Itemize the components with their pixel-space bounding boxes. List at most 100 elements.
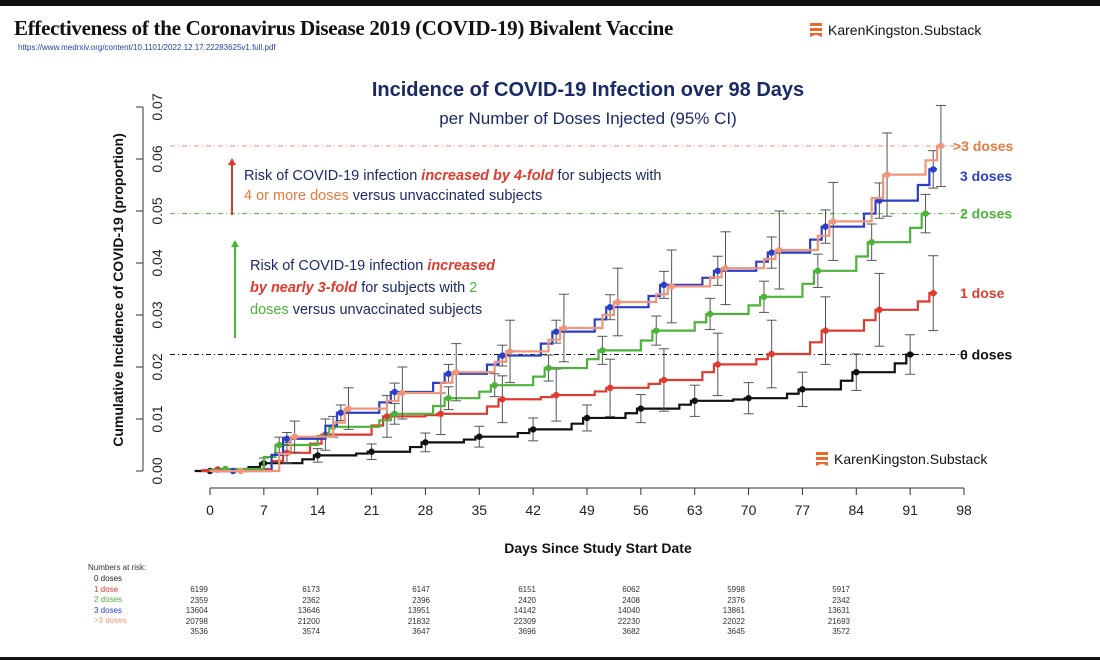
data-point [937,142,945,150]
x-tick-label: 28 [418,502,434,518]
x-tick-label: 84 [848,502,864,518]
data-point [560,324,568,332]
data-point [337,409,344,416]
risk-cell: 21200 [297,616,320,626]
bookmark-icon [810,23,822,37]
data-point [422,439,429,446]
data-point [853,369,860,376]
data-point [529,426,537,433]
risk-cell: 13646 [297,606,320,616]
bottom-border [0,657,1100,660]
risk-cell: 3645 [727,627,745,637]
data-point [476,433,483,440]
data-point [445,395,452,402]
series-label-d0: 0 doses [960,347,1012,363]
data-point [437,410,445,417]
x-axis-label: Days Since Study Start Date [504,540,692,556]
data-point [499,396,506,403]
risk-cell: 6199 [190,585,208,594]
risk-cell: 3647 [412,627,430,637]
data-point [276,441,283,449]
risk-cell: 14142 [513,606,536,616]
data-point [391,388,398,396]
x-tick-label: 56 [633,502,649,518]
risk-cell: 20798 [185,616,208,626]
risk-cell: 6151 [518,585,536,594]
risk-cell: 22022 [722,616,745,626]
data-point [930,166,937,173]
data-point [399,389,406,397]
y-tick-label: 0.03 [149,301,165,328]
risk-cell: 2342 [832,595,850,605]
annotation-3fold-line3: doses versus unvaccinated subjects [250,302,482,318]
x-tick-label: 21 [364,502,380,518]
y-tick-label: 0.05 [149,197,165,224]
x-tick-label: 42 [525,502,541,518]
x-tick-label: 77 [795,502,811,518]
text: for subjects with [553,168,661,184]
data-point [499,352,506,359]
risk-cell: 2362 [302,595,320,605]
series-line-d1 [201,292,938,473]
series-label-d4: >3 doses [953,138,1014,154]
risk-cell: 13951 [407,606,430,616]
data-point [637,405,645,412]
numbers-at-risk-table: Numbers at risk: 0 doses 6199 6173 6147 6151 6… [88,563,888,643]
risk-cell: 3574 [302,627,320,637]
risk-cell: 3682 [622,627,640,637]
x-tick-label: 49 [579,502,595,518]
risk-cell: 2359 [190,595,208,605]
y-axis-label: Cumulative Incidence of COVID-19 (propor… [110,133,126,446]
data-point [660,281,668,289]
emphasis: increased by 4-fold [421,168,554,184]
risk-row-label: 1 dose [94,584,119,594]
data-point [668,283,675,290]
data-point [283,435,291,442]
series-line-d4 [210,144,945,473]
x-tick-label: 35 [471,502,487,518]
data-point [706,310,714,318]
text: versus unvaccinated subjects [349,188,542,204]
data-point [922,210,929,217]
data-point [776,246,783,254]
text: for subjects with [357,280,469,296]
data-point [745,395,752,402]
data-point [660,376,668,384]
data-point [814,267,822,274]
x-tick-label: 98 [956,502,972,518]
data-point [606,384,614,391]
top-border [0,0,1100,6]
data-point [383,413,391,420]
risk-cell: 6062 [622,585,640,594]
annotation-3fold-line2: by nearly 3-fold for subjects with 2 [250,280,477,296]
brand-chart: KarenKingston.Substack [816,451,987,467]
brand-label: KarenKingston.Substack [828,22,982,38]
text: Risk of COVID-19 infection [250,258,427,274]
data-point [930,289,937,297]
x-tick-label: 63 [687,502,703,518]
risk-cell: 5917 [832,585,850,594]
y-tick-label: 0.06 [149,145,165,172]
x-tick-label: 0 [206,502,214,518]
data-point [391,410,398,417]
series-label-d3: 3 doses [960,168,1012,184]
chart-title: Incidence of COVID-19 Infection over 98 … [372,79,804,101]
risk-row-label: 3 doses [94,605,123,615]
data-point [876,306,883,313]
x-tick-label: 7 [260,502,268,518]
arrow-4fold-head [228,158,236,165]
data-point [491,382,498,389]
x-tick-label: 91 [902,502,918,518]
source-url[interactable]: https://www.medrxiv.org/content/10.1101/… [18,43,276,52]
data-point [314,452,321,459]
risk-cell: 5998 [727,585,745,594]
data-point [553,328,560,335]
risk-cell: 6173 [302,585,320,594]
text: versus unvaccinated subjects [289,302,482,318]
series-line-d3 [210,168,938,473]
text: Risk of COVID-19 infection [244,168,421,184]
data-point [868,239,875,246]
numbers-at-risk-label: Numbers at risk: [88,563,147,572]
risk-cell: 3696 [518,627,536,637]
